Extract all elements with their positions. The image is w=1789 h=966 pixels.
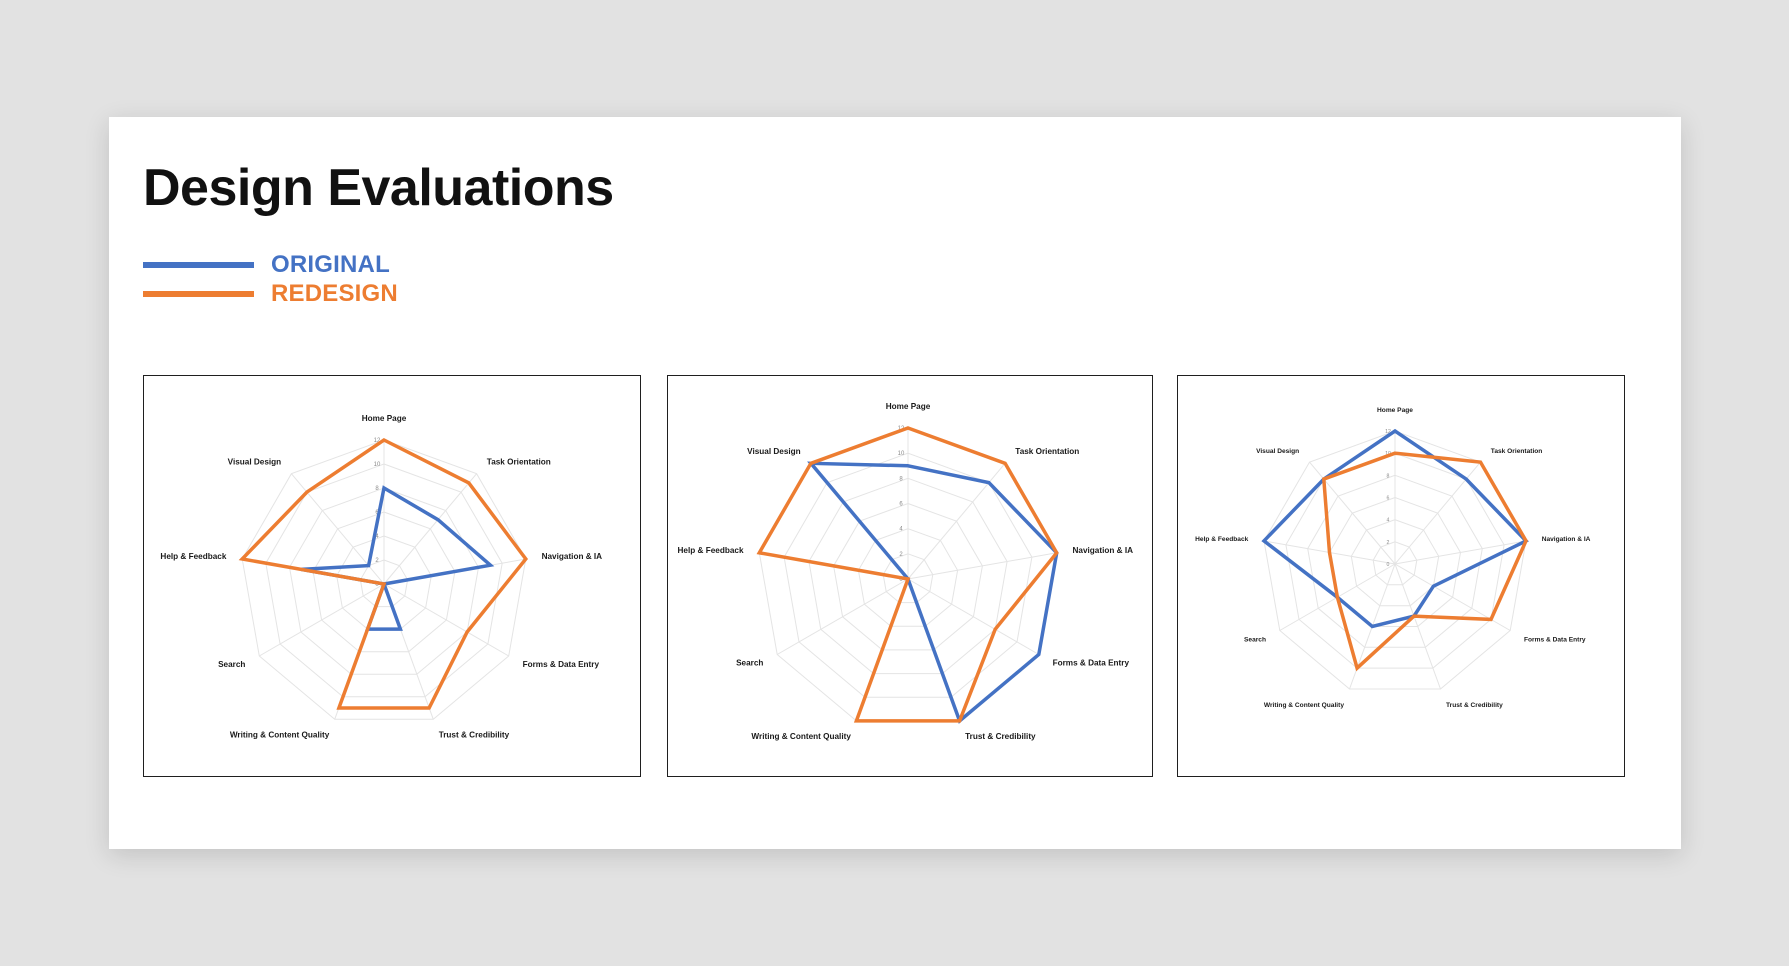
category-label-trust-and-credibility: Trust & Credibility [965, 732, 1036, 741]
grid-ring [241, 439, 527, 720]
tick-label: 12 [374, 438, 381, 444]
category-label-forms-and-data-entry: Forms & Data Entry [1053, 659, 1130, 668]
grid-spoke [383, 583, 509, 657]
tick-label: 0 [1387, 562, 1390, 568]
grid-ring [833, 502, 983, 651]
category-label-navigation-and-ia: Navigation & IA [1542, 536, 1591, 543]
series-original [1261, 428, 1529, 629]
radar-chart-3-panel: 0 2 4 6 8 10 12 Home Page Task Orientation Naviga… [1177, 375, 1625, 777]
category-label-search: Search [218, 660, 245, 669]
grid-ring [857, 528, 959, 627]
tick-label: 6 [899, 502, 903, 508]
category-label-home-page: Home Page [1377, 407, 1413, 414]
category-label-task-orientation: Task Orientation [1015, 447, 1079, 456]
category-label-writing-and-content-quality: Writing & Content Quality [751, 732, 851, 741]
category-label-writing-and-content-quality: Writing & Content Quality [230, 730, 330, 739]
category-label-help-and-feedback: Help & Feedback [678, 546, 744, 555]
legend-line-original [143, 261, 254, 268]
category-label-forms-and-data-entry: Forms & Data Entry [1524, 637, 1586, 644]
grid-spoke [907, 552, 1057, 580]
page-title: Design Evaluations [143, 159, 614, 217]
grid-spoke [1394, 563, 1511, 631]
grid-ring [1285, 452, 1505, 669]
tick-label: 4 [1387, 518, 1390, 524]
grid-ring [882, 553, 934, 604]
legend-line-redesign [143, 290, 254, 297]
category-label-help-and-feedback: Help & Feedback [160, 552, 226, 561]
grid-ring [1372, 541, 1418, 586]
category-label-trust-and-credibility: Trust & Credibility [1446, 702, 1503, 709]
grid-spoke [1394, 540, 1527, 565]
category-label-home-page: Home Page [886, 402, 931, 411]
category-label-search: Search [736, 659, 763, 668]
series-redesign [238, 437, 529, 710]
category-label-task-orientation: Task Orientation [487, 457, 551, 466]
tick-label: 12 [1385, 429, 1391, 435]
category-label-visual-design: Visual Design [228, 457, 282, 466]
category-label-forms-and-data-entry: Forms & Data Entry [523, 660, 600, 669]
grid-spoke [1394, 461, 1481, 565]
tick-label: 2 [375, 558, 379, 564]
grid-ring [265, 463, 503, 698]
tick-label: 8 [1387, 473, 1390, 479]
legend-item-redesign: REDESIGN [143, 279, 398, 308]
grid-spoke [259, 583, 385, 657]
radar-chart-1-panel: 0 2 4 6 8 10 12 Home Page Task Orientation Naviga… [143, 375, 641, 777]
legend-label-original: ORIGINAL [271, 250, 390, 278]
radar-chart-2-panel: 0 2 4 6 8 10 12 Home Page Task Orientation Naviga… [667, 375, 1153, 777]
category-label-home-page: Home Page [362, 414, 407, 423]
tick-label: 2 [899, 552, 903, 558]
grid-ring [359, 559, 409, 608]
legend-label-redesign: REDESIGN [271, 279, 398, 307]
category-label-visual-design: Visual Design [1256, 448, 1299, 455]
series-redesign [1321, 451, 1528, 672]
series-original [300, 485, 495, 631]
grid-spoke [383, 473, 477, 585]
grid-spoke [907, 578, 1040, 655]
legend-item-original: ORIGINAL [143, 250, 398, 279]
legend: ORIGINAL REDESIGN [143, 250, 398, 308]
tick-label: 0 [899, 577, 903, 583]
grid-ring [783, 452, 1033, 698]
tick-label: 10 [374, 462, 381, 468]
tick-label: 10 [898, 451, 905, 457]
category-label-search: Search [1244, 637, 1266, 644]
grid-ring [808, 477, 1008, 675]
grid-spoke [1309, 461, 1396, 565]
tick-label: 0 [375, 582, 379, 588]
category-label-navigation-and-ia: Navigation & IA [1073, 546, 1134, 555]
tick-label: 8 [899, 476, 903, 482]
category-label-trust-and-credibility: Trust & Credibility [439, 730, 510, 739]
category-label-writing-and-content-quality: Writing & Content Quality [1264, 702, 1344, 709]
category-label-help-and-feedback: Help & Feedback [1195, 536, 1248, 543]
tick-label: 4 [899, 527, 903, 533]
grid-ring [312, 511, 456, 653]
grid-spoke [1394, 563, 1441, 690]
grid-ring [1328, 496, 1462, 627]
series-redesign [756, 426, 1059, 723]
grid-spoke [776, 578, 909, 655]
category-label-task-orientation: Task Orientation [1491, 448, 1543, 455]
grid-spoke [907, 462, 1006, 580]
category-label-navigation-and-ia: Navigation & IA [542, 552, 603, 561]
tick-label: 4 [375, 534, 379, 540]
grid-ring [1307, 474, 1483, 648]
tick-label: 2 [1387, 540, 1390, 546]
series-original [807, 461, 1059, 724]
grid-ring [1350, 519, 1440, 607]
slide-card: Design Evaluations ORIGINAL REDESIGN 0 2 4… [109, 117, 1681, 849]
tick-label: 8 [375, 486, 379, 492]
category-label-visual-design: Visual Design [747, 447, 801, 456]
tick-label: 6 [1387, 496, 1390, 502]
